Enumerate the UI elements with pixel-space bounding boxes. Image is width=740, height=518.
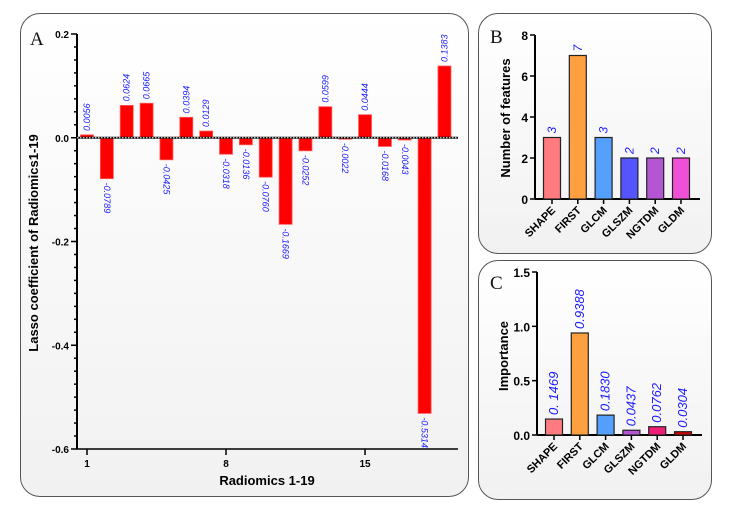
x-axis-title: Radiomics 1-19 xyxy=(219,473,314,488)
y-tick-label: 0.2 xyxy=(55,30,69,41)
category-label: FIRST xyxy=(555,440,586,471)
bar-value-label: -0.1669 xyxy=(281,228,291,259)
bar xyxy=(99,137,114,180)
category-label: SHAPE xyxy=(525,441,560,476)
bar xyxy=(139,102,154,139)
bar xyxy=(258,137,273,178)
bar xyxy=(298,137,313,152)
y-tick-label: 0.5 xyxy=(513,375,530,389)
bar-value-label: 0.0129 xyxy=(201,100,211,128)
category-label: GLDM xyxy=(656,205,687,236)
panel-a: A xyxy=(20,13,469,497)
category-label: SHAPE xyxy=(523,205,558,240)
y-tick-label: -0.2 xyxy=(52,238,70,249)
bar xyxy=(119,104,134,139)
bar xyxy=(596,414,615,436)
y-axis-title: Number of features xyxy=(498,58,513,177)
bar-value-label: -0.0252 xyxy=(300,155,310,186)
bar xyxy=(544,418,564,436)
y-tick-label: 2 xyxy=(521,152,528,166)
bar-value-label: 0.9388 xyxy=(572,288,587,329)
panel-c-letter: C xyxy=(490,273,503,294)
bar-value-label: 0.0665 xyxy=(142,71,152,100)
bar xyxy=(594,136,613,200)
bar xyxy=(377,137,392,147)
y-tick-label: 6 xyxy=(521,70,528,84)
y-tick-label: 0.0 xyxy=(513,429,530,443)
bar xyxy=(358,114,372,139)
bar xyxy=(417,137,432,414)
x-tick-label: 15 xyxy=(359,459,371,470)
bar-value-label: -0.0136 xyxy=(241,149,251,180)
panel-b: B xyxy=(478,13,712,254)
bar-value-label: 2 xyxy=(648,147,662,155)
bar xyxy=(542,136,562,200)
bar-value-label: 3 xyxy=(597,127,611,134)
y-tick-label: -0.6 xyxy=(52,445,70,456)
y-axis-title: Lasso coefficient of Radiomics1-19 xyxy=(26,134,41,351)
bar-value-label: -0.0043 xyxy=(400,144,410,175)
panel-b-letter: B xyxy=(490,27,503,48)
y-tick-label: 0.0 xyxy=(55,134,69,145)
bar-value-label: 0.1830 xyxy=(598,371,613,412)
y-tick-label: 8 xyxy=(521,29,528,43)
y-tick-label: 0 xyxy=(521,193,528,207)
chart-c: 0.0 0.5 1.0 1.5 0. 1469 SHAPE 0.9388 FIRST 0.183… xyxy=(496,266,702,478)
bar xyxy=(620,157,639,200)
bar-value-label: 0.0599 xyxy=(320,75,330,103)
bar-value-label: -0.0318 xyxy=(221,158,231,189)
bar-value-label: -0.0789 xyxy=(102,183,112,214)
bar-value-label: 3 xyxy=(545,127,559,134)
panel-a-letter: A xyxy=(30,29,44,50)
bar xyxy=(646,157,665,200)
bar-value-label: 0.1383 xyxy=(439,34,449,62)
y-tick-label: 4 xyxy=(521,111,528,125)
bar xyxy=(199,130,214,139)
bar-value-label: -0.5314 xyxy=(420,417,430,448)
bar-value-label: 2 xyxy=(674,147,688,155)
bar xyxy=(671,157,691,200)
bar xyxy=(673,431,693,436)
y-axis-title: Importance xyxy=(496,321,511,391)
bar-value-label: 0.0437 xyxy=(623,386,638,427)
bar xyxy=(219,137,233,155)
bar-value-label: -0.0425 xyxy=(161,164,171,196)
bar-value-label: -0.0168 xyxy=(380,150,390,181)
bar xyxy=(159,137,174,161)
bar xyxy=(278,137,293,225)
bar xyxy=(238,137,253,146)
chart-b: 024683SHAPE7FIRST3GLCM2GLSZM2NGTDM2GLDMN… xyxy=(498,29,700,242)
chart-a: 0.2 0.0 -0.2 -0.4 -0.6 1 8 15 0.0056 -0.0789 0.062… xyxy=(26,30,458,488)
bar xyxy=(648,426,667,436)
bar-value-label: -0.0760 xyxy=(261,181,271,212)
x-tick-label: 1 xyxy=(84,459,90,470)
category-label: GLDM xyxy=(658,441,689,472)
y-tick-label: 1.5 xyxy=(513,266,530,280)
bar xyxy=(622,429,641,436)
bar-value-label: 0. 1469 xyxy=(546,372,561,415)
category-label: FIRST xyxy=(553,204,584,235)
bar-value-label: 0.0624 xyxy=(122,74,132,102)
bar-value-label: 2 xyxy=(622,147,636,155)
bar xyxy=(570,332,589,436)
x-tick-label: 8 xyxy=(223,459,229,470)
y-tick-label: 1.0 xyxy=(513,320,530,334)
bar xyxy=(318,106,333,139)
bar xyxy=(179,116,194,139)
bar-value-label: 0.0056 xyxy=(82,103,92,131)
bar-value-label: 0.0444 xyxy=(360,83,370,111)
bar-value-label: 0.0394 xyxy=(181,86,191,114)
bar xyxy=(568,54,587,200)
panel-c: C xyxy=(478,260,712,500)
bar-value-label: -0.0022 xyxy=(340,143,350,174)
bar-value-label: 0.0304 xyxy=(675,388,690,428)
bar xyxy=(437,65,452,139)
bar-value-label: 7 xyxy=(571,44,585,52)
bar-value-label: 0.0762 xyxy=(649,382,664,423)
y-tick-label: -0.4 xyxy=(52,341,70,352)
